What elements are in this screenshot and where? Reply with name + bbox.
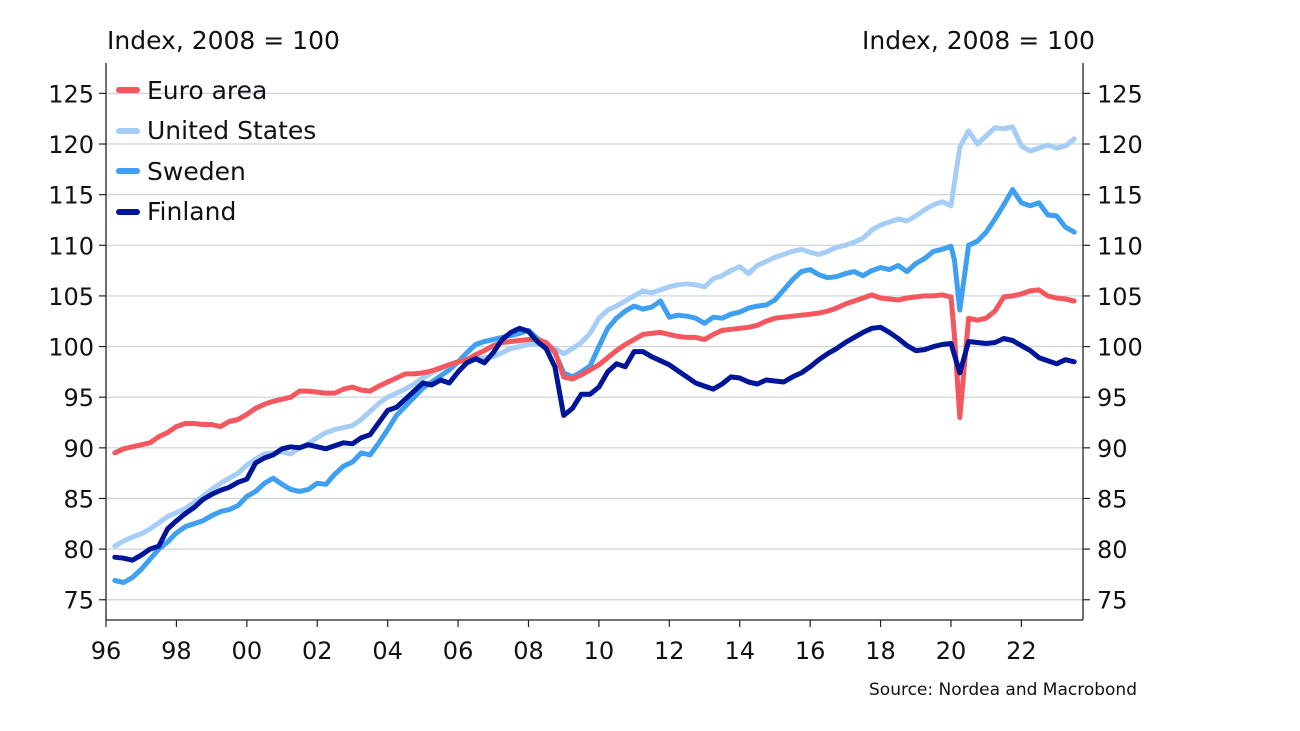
legend: Euro area United States Sweden Finland — [116, 70, 316, 232]
y-tick-label-left: 100 — [48, 334, 94, 362]
x-tick-label: 18 — [865, 637, 896, 665]
x-tick-label: 22 — [1006, 637, 1037, 665]
y-tick-label-right: 125 — [1097, 80, 1143, 108]
right-axis-unit-label: Index, 2008 = 100 — [862, 26, 1095, 55]
y-tick-label-left: 85 — [63, 485, 94, 513]
series-lines — [112, 124, 1077, 585]
y-tick-label-left: 125 — [48, 80, 94, 108]
left-axis-unit-label: Index, 2008 = 100 — [107, 26, 340, 55]
y-tick-label-left: 110 — [48, 232, 94, 260]
y-tick-label-right: 105 — [1097, 283, 1143, 311]
series-line-sweden — [112, 187, 1077, 585]
x-tick-label: 16 — [795, 637, 826, 665]
legend-swatch-euro-area — [116, 87, 140, 94]
x-tick-label: 96 — [91, 637, 122, 665]
series-line-finland — [112, 324, 1077, 563]
y-tick-label-left: 90 — [63, 435, 94, 463]
y-tick-label-right: 95 — [1097, 384, 1128, 412]
legend-swatch-finland — [116, 208, 140, 215]
legend-swatch-united-states — [116, 127, 140, 134]
x-tick-label: 98 — [161, 637, 192, 665]
legend-label-euro-area: Euro area — [147, 75, 268, 105]
legend-label-sweden: Sweden — [147, 156, 246, 186]
y-tick-label-left: 95 — [63, 384, 94, 412]
y-tick-label-right: 90 — [1097, 435, 1128, 463]
y-tick-label-left: 75 — [63, 587, 94, 615]
legend-swatch-sweden — [116, 168, 140, 175]
y-tick-label-left: 115 — [48, 182, 94, 210]
y-tick-label-right: 80 — [1097, 536, 1128, 564]
x-tick-label: 20 — [936, 637, 967, 665]
x-tick-label: 02 — [302, 637, 333, 665]
source-note: Source: Nordea and Macrobond — [869, 680, 1137, 700]
legend-item-united-states: United States — [116, 111, 316, 152]
x-tick-label: 06 — [443, 637, 474, 665]
y-tick-label-right: 115 — [1097, 182, 1143, 210]
legend-item-finland: Finland — [116, 192, 316, 233]
x-tick-label: 12 — [654, 637, 685, 665]
legend-item-sweden: Sweden — [116, 151, 316, 192]
legend-label-united-states: United States — [147, 116, 317, 146]
x-tick-label: 08 — [513, 637, 544, 665]
y-tick-label-left: 105 — [48, 283, 94, 311]
legend-label-finland: Finland — [147, 197, 237, 227]
x-tick-label: 04 — [372, 637, 403, 665]
x-tick-label: 00 — [232, 637, 263, 665]
x-tick-label: 10 — [584, 637, 615, 665]
y-tick-label-right: 75 — [1097, 587, 1128, 615]
x-tick-label: 14 — [724, 637, 755, 665]
legend-item-euro-area: Euro area — [116, 70, 316, 111]
series-line-euro-area — [112, 287, 1077, 456]
gridlines — [106, 92, 1083, 601]
y-tick-label-left: 80 — [63, 536, 94, 564]
axes — [99, 63, 1090, 627]
y-tick-label-left: 120 — [48, 131, 94, 159]
y-tick-label-right: 120 — [1097, 131, 1143, 159]
y-tick-label-right: 85 — [1097, 485, 1128, 513]
y-tick-label-right: 110 — [1097, 232, 1143, 260]
y-tick-label-right: 100 — [1097, 334, 1143, 362]
tick-labels: 75 75 80 80 85 85 90 90 95 95 100 100 105 105 110 110 11… — [48, 80, 1143, 665]
